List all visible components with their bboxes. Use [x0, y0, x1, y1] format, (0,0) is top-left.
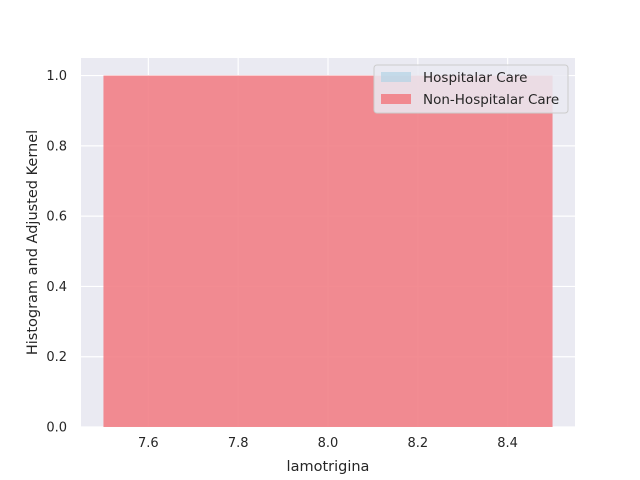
x-tick-label: 8.2: [407, 436, 428, 451]
x-tick-label: 8.4: [497, 436, 518, 451]
legend-box: [373, 64, 569, 114]
y-tick-label: 0.6: [46, 210, 67, 225]
histogram-bar: [103, 75, 553, 428]
y-tick-label: 0.4: [46, 280, 67, 295]
x-axis-label: lamotrigina: [287, 459, 370, 475]
histogram-bars: [103, 75, 553, 428]
x-tick-label: 7.8: [228, 436, 249, 451]
y-tick-label: 0.2: [46, 350, 67, 365]
y-tick-label: 0.0: [46, 421, 67, 436]
x-tick-label: 7.6: [138, 436, 159, 451]
legend-swatch-hospitalar-care: [381, 72, 411, 82]
legend-swatch-non-hospitalar-care: [381, 94, 411, 104]
tick-labels: 7.6 7.8 8.0 8.2 8.4 0.0 0.2 0.4 0.6 0.8 1.0: [46, 69, 518, 451]
legend-label-hospitalar-care: Hospitalar Care: [423, 70, 527, 86]
y-tick-label: 1.0: [46, 69, 67, 84]
x-tick-label: 8.0: [318, 436, 339, 451]
y-axis-label: Histogram and Adjusted Kernel: [25, 130, 41, 355]
legend: Hospitalar Care Non-Hospitalar Care: [373, 64, 569, 114]
y-tick-label: 0.8: [46, 139, 67, 154]
legend-label-non-hospitalar-care: Non-Hospitalar Care: [423, 92, 559, 108]
